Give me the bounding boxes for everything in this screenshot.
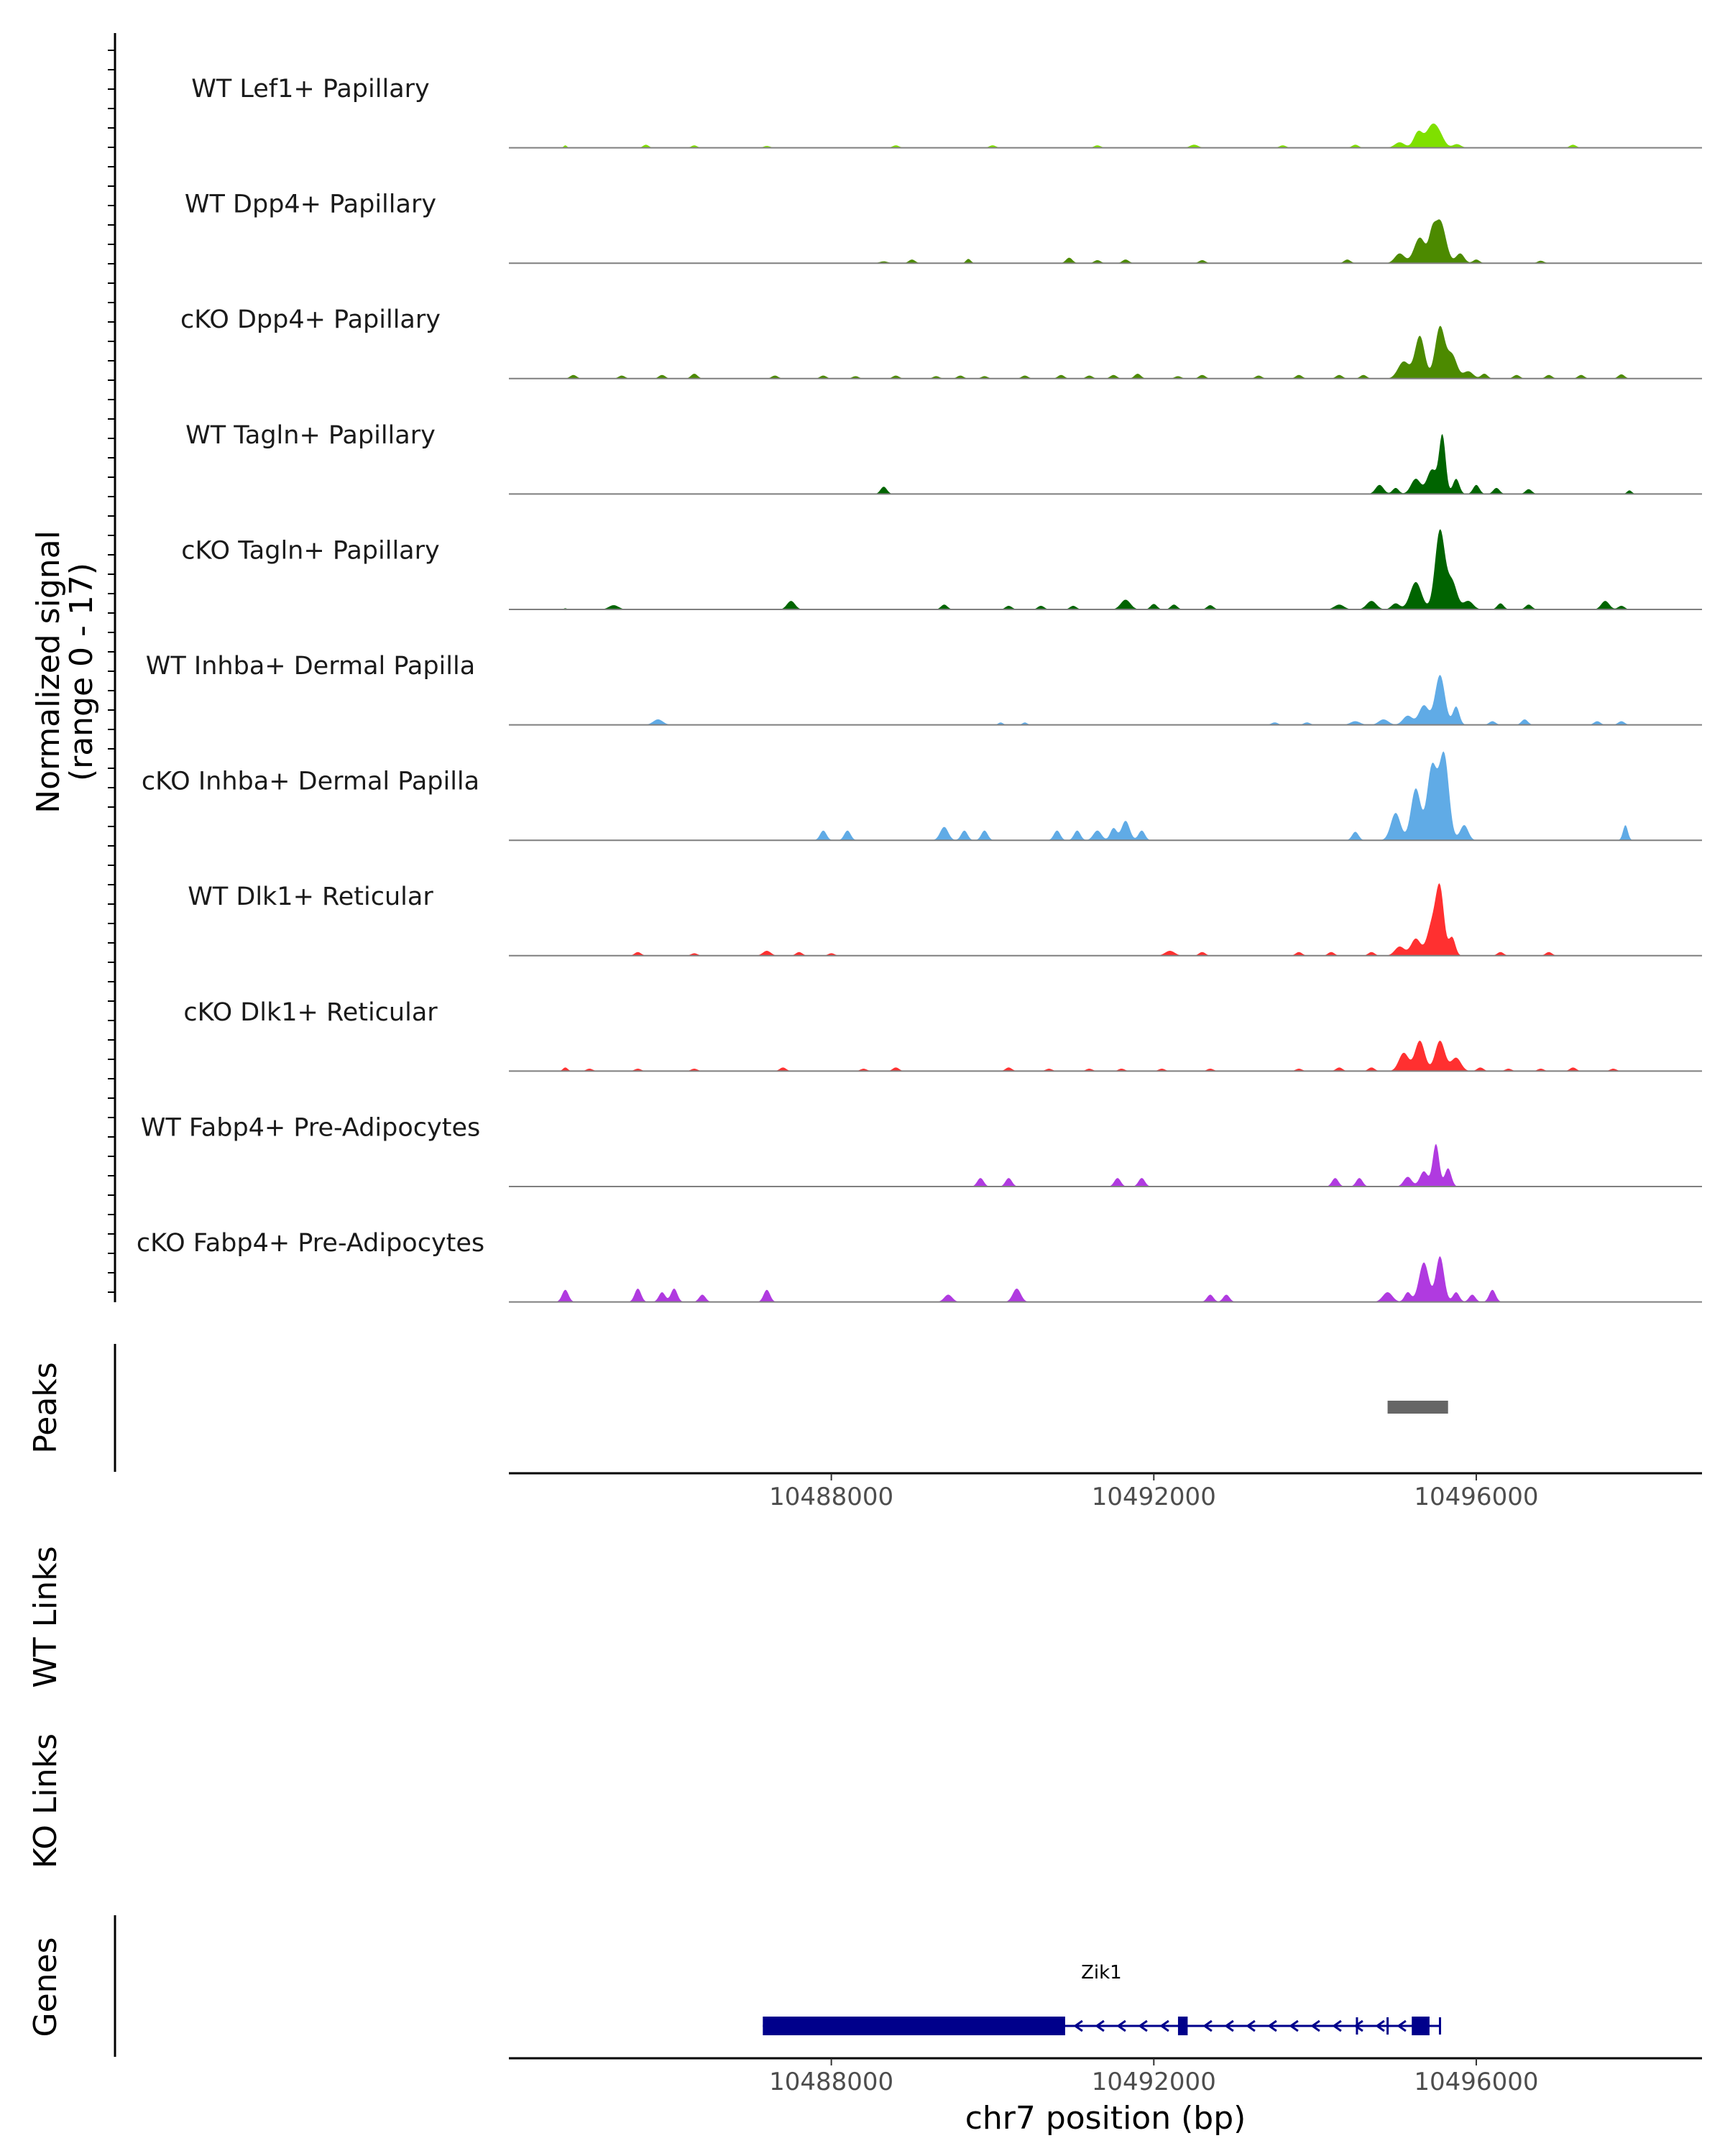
- track-label: cKO Dpp4+ Papillary: [180, 305, 441, 334]
- peaks-label: Peaks: [27, 1362, 64, 1453]
- track-label: cKO Inhba+ Dermal Papilla: [142, 768, 479, 796]
- coverage-y-ticks: [108, 50, 115, 1293]
- track-label: cKO Dlk1+ Reticular: [183, 998, 438, 1027]
- coverage-track: cKO Inhba+ Dermal Papilla: [142, 751, 1702, 842]
- track-label: WT Dlk1+ Reticular: [188, 883, 433, 911]
- strand-arrow: [1289, 2019, 1299, 2032]
- x-tick-label: 10488000: [769, 1483, 893, 1511]
- strand-arrow: [1116, 2019, 1126, 2032]
- coverage-track: WT Lef1+ Papillary: [191, 75, 1702, 149]
- strand-arrow: [1224, 2019, 1234, 2032]
- coverage-yrange: (range 0 - 17): [63, 563, 100, 781]
- x-axis-ticks-top: 10488000 10492000 10496000: [769, 1473, 1538, 1511]
- x-tick-label: 10492000: [1092, 1483, 1216, 1511]
- x-tick-label: 10488000: [769, 2068, 893, 2096]
- gene-exon: [1177, 2017, 1188, 2035]
- gene-track: [763, 2017, 1441, 2035]
- strand-arrow: [1246, 2019, 1256, 2032]
- strand-arrow: [1073, 2019, 1083, 2032]
- track-label: WT Fabp4+ Pre-Adipocytes: [141, 1113, 480, 1142]
- coverage-track: cKO Dpp4+ Papillary: [180, 305, 1702, 379]
- coverage-track: WT Fabp4+ Pre-Adipocytes: [141, 1113, 1702, 1187]
- x-tick-label: 10496000: [1414, 1483, 1538, 1511]
- gene-name-label: Zik1: [1081, 1962, 1122, 1984]
- x-axis-ticks-bottom: 10488000 10492000 10496000: [769, 2058, 1538, 2096]
- strand-arrow: [1375, 2019, 1385, 2032]
- coverage-track: WT Dlk1+ Reticular: [188, 883, 1702, 957]
- strand-arrow: [1332, 2019, 1342, 2032]
- track-label: WT Lef1+ Papillary: [191, 75, 430, 103]
- coverage-signal: [509, 1040, 1702, 1072]
- coverage-track: WT Tagln+ Papillary: [185, 421, 1702, 495]
- track-label: WT Tagln+ Papillary: [185, 421, 436, 450]
- gene-exon: [1412, 2017, 1430, 2035]
- strand-arrow: [1202, 2019, 1213, 2032]
- coverage-tracks: WT Lef1+ Papillary WT Dpp4+ Papillary cKO …: [137, 75, 1702, 1303]
- coverage-ylabel: Normalized signal: [30, 530, 67, 814]
- coverage-signal: [509, 326, 1702, 379]
- peak-bar: [1387, 1401, 1448, 1414]
- x-axis-label: chr7 position (bp): [965, 2100, 1246, 2137]
- coverage-track: cKO Dlk1+ Reticular: [183, 998, 1702, 1072]
- strand-arrow: [1353, 2019, 1363, 2032]
- peaks-track: [1387, 1401, 1448, 1414]
- genes-label: Genes: [27, 1937, 64, 2037]
- track-label: cKO Fabp4+ Pre-Adipocytes: [137, 1229, 484, 1258]
- ko-links-label: KO Links: [27, 1733, 64, 1869]
- track-label: WT Inhba+ Dermal Papilla: [146, 652, 475, 681]
- wt-links-label: WT Links: [27, 1546, 64, 1687]
- strand-arrow: [1397, 2019, 1407, 2032]
- strand-arrow: [1310, 2019, 1320, 2032]
- x-tick-label: 10492000: [1092, 2068, 1216, 2096]
- strand-arrow: [1159, 2019, 1169, 2032]
- strand-arrow: [1138, 2019, 1148, 2032]
- coverage-track: WT Dpp4+ Papillary: [185, 190, 1702, 264]
- coverage-track: cKO Tagln+ Papillary: [181, 529, 1702, 610]
- coverage-track: cKO Fabp4+ Pre-Adipocytes: [137, 1229, 1702, 1303]
- track-label: WT Dpp4+ Papillary: [185, 190, 436, 219]
- strand-arrow: [1267, 2019, 1277, 2032]
- track-label: cKO Tagln+ Papillary: [181, 536, 440, 565]
- coverage-track: WT Inhba+ Dermal Papilla: [146, 652, 1702, 726]
- strand-arrow: [1095, 2019, 1105, 2032]
- gene-exon: [763, 2017, 1065, 2035]
- x-tick-label: 10496000: [1414, 2068, 1538, 2096]
